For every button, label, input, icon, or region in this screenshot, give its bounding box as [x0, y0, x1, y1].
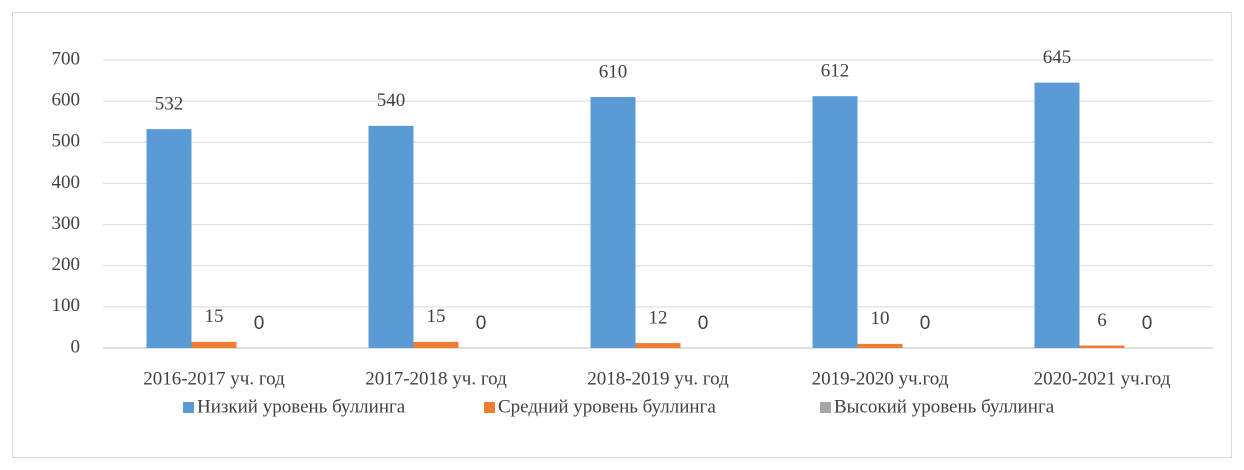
y-tick-label: 400: [52, 172, 81, 193]
bar: [590, 97, 636, 349]
bar: [812, 96, 858, 348]
data-label: 0: [476, 313, 487, 334]
bar: [191, 341, 237, 348]
bar: [635, 343, 681, 348]
data-label: 15: [205, 306, 224, 327]
legend-swatch: [183, 402, 194, 413]
data-label: 12: [649, 307, 668, 328]
y-tick-label: 0: [71, 336, 81, 357]
y-tick-label: 200: [52, 254, 81, 275]
x-tick-label: 2018-2019 уч. год: [587, 368, 729, 389]
bar: [1079, 345, 1125, 348]
y-tick-label: 300: [52, 213, 81, 234]
x-tick-label: 2019-2020 уч.год: [812, 368, 949, 389]
data-label: 0: [698, 313, 709, 334]
legend-label: Средний уровень буллинга: [498, 396, 716, 417]
legend-label: Низкий уровень буллинга: [197, 396, 406, 417]
y-tick-label: 100: [52, 295, 81, 316]
data-label: 0: [254, 313, 265, 334]
data-label: 0: [920, 313, 931, 334]
data-label: 612: [821, 61, 850, 82]
y-tick-label: 500: [52, 131, 81, 152]
x-tick-label: 2020-2021 уч.год: [1034, 368, 1171, 389]
bar: [413, 341, 459, 348]
data-label: 0: [1142, 313, 1153, 334]
x-tick-label: 2017-2018 уч. год: [365, 368, 507, 389]
y-tick-label: 700: [52, 48, 81, 69]
bar: [1034, 82, 1080, 348]
bar: [146, 129, 192, 348]
bar: [857, 343, 903, 348]
legend-label: Высокий уровень буллинга: [834, 396, 1055, 417]
data-label: 15: [427, 306, 446, 327]
data-label: 6: [1097, 310, 1107, 331]
data-label: 532: [155, 93, 184, 114]
bar: [368, 125, 414, 348]
data-label: 610: [599, 61, 628, 82]
legend-swatch: [484, 402, 495, 413]
data-label: 540: [377, 90, 406, 111]
legend-swatch: [820, 402, 831, 413]
data-label: 10: [871, 308, 890, 329]
data-label: 645: [1043, 47, 1072, 68]
x-tick-label: 2016-2017 уч. год: [143, 368, 285, 389]
y-tick-label: 600: [52, 90, 81, 111]
